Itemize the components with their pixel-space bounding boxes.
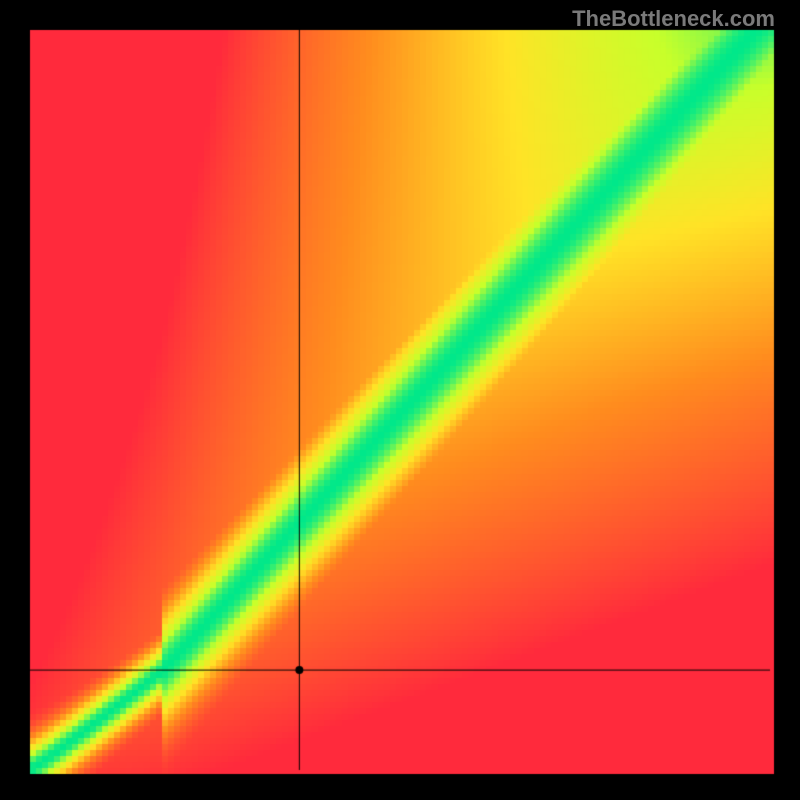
watermark-label: TheBottleneck.com (572, 6, 775, 32)
chart-container: TheBottleneck.com (0, 0, 800, 800)
bottleneck-heatmap (0, 0, 800, 800)
